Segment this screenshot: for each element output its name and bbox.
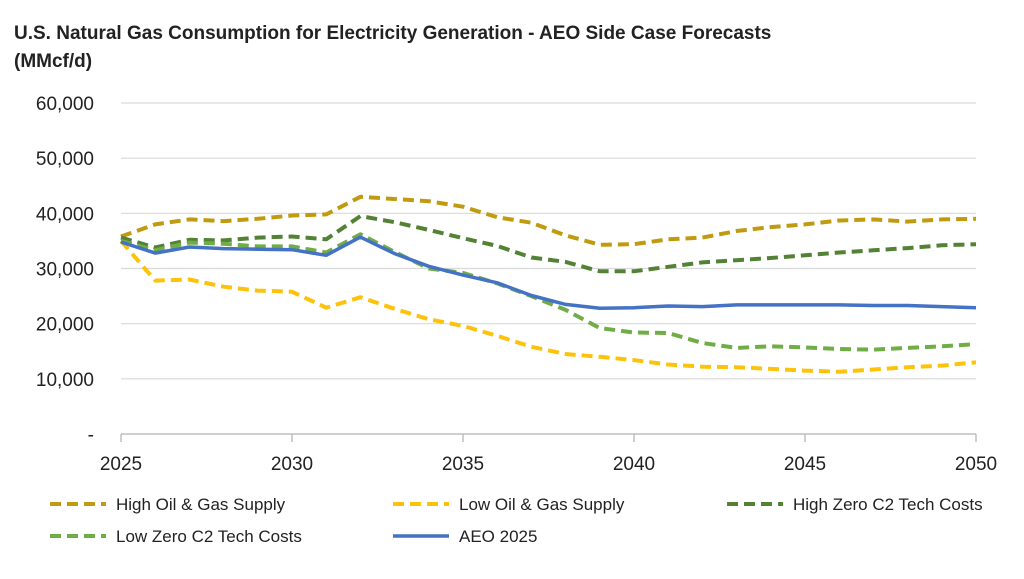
x-tick-label: 2030 [271, 454, 313, 475]
x-tick-label: 2045 [784, 454, 826, 475]
x-tick-label: 2035 [442, 454, 484, 475]
x-tick-label: 2025 [100, 454, 142, 475]
legend-label: Low Zero C2 Tech Costs [116, 527, 302, 546]
x-tick-label: 2040 [613, 454, 655, 475]
y-axis-tick-labels: - 10,000 20,000 30,000 40,000 50,000 60,000 [36, 94, 94, 446]
legend-label: High Zero C2 Tech Costs [793, 495, 983, 514]
legend-label: Low Oil & Gas Supply [459, 495, 625, 514]
x-axis: 2025 2030 2035 2040 2045 2050 [100, 434, 997, 475]
series-line-high-zero-c2-tech-costs [121, 216, 976, 271]
y-tick-label: 40,000 [36, 204, 94, 225]
series-line-low-zero-c2-tech-costs [121, 234, 976, 349]
series-line-aeo-2025 [121, 237, 976, 308]
legend-label: High Oil & Gas Supply [116, 495, 286, 514]
y-tick-label: 10,000 [36, 370, 94, 391]
x-tick-label: 2050 [955, 454, 997, 475]
line-chart: - 10,000 20,000 30,000 40,000 50,000 60,000 20… [0, 0, 1024, 579]
y-tick-label: 30,000 [36, 260, 94, 281]
y-tick-label: 20,000 [36, 315, 94, 336]
legend: High Oil & Gas Supply Low Oil & Gas Suppl… [50, 495, 983, 546]
legend-label: AEO 2025 [459, 527, 537, 546]
gridlines [121, 103, 976, 379]
series-line-high-oil-gas-supply [121, 197, 976, 245]
y-tick-label: - [88, 425, 94, 446]
y-tick-label: 50,000 [36, 149, 94, 170]
y-tick-label: 60,000 [36, 94, 94, 115]
series-lines [121, 197, 976, 372]
